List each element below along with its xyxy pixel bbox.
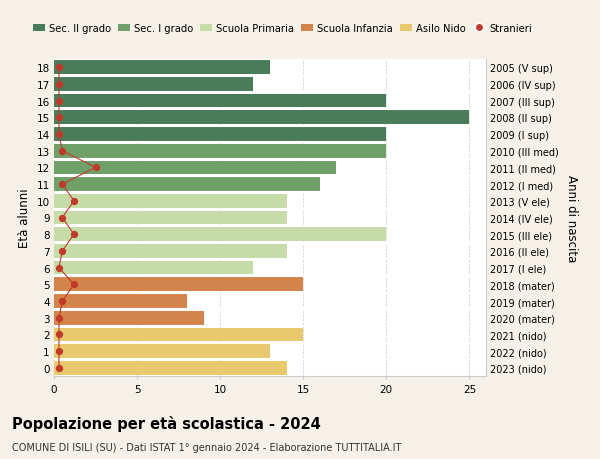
Point xyxy=(54,331,64,338)
Bar xyxy=(54,178,320,191)
Point xyxy=(69,281,79,288)
Point xyxy=(58,181,67,188)
Y-axis label: Anni di nascita: Anni di nascita xyxy=(565,174,578,262)
Legend: Sec. II grado, Sec. I grado, Scuola Primaria, Scuola Infanzia, Asilo Nido, Stran: Sec. II grado, Sec. I grado, Scuola Prim… xyxy=(33,23,532,34)
Point xyxy=(54,364,64,372)
Point xyxy=(54,64,64,72)
Bar xyxy=(54,128,386,141)
Bar xyxy=(54,61,270,75)
Point xyxy=(54,131,64,138)
Bar xyxy=(54,195,287,208)
Bar xyxy=(54,95,386,108)
Point xyxy=(54,98,64,105)
Bar xyxy=(54,361,287,375)
Point xyxy=(69,198,79,205)
Bar xyxy=(54,311,203,325)
Point xyxy=(54,348,64,355)
Text: COMUNE DI ISILI (SU) - Dati ISTAT 1° gennaio 2024 - Elaborazione TUTTITALIA.IT: COMUNE DI ISILI (SU) - Dati ISTAT 1° gen… xyxy=(12,442,401,452)
Point xyxy=(58,248,67,255)
Point xyxy=(58,298,67,305)
Point xyxy=(54,264,64,272)
Point xyxy=(58,148,67,155)
Y-axis label: Età alunni: Età alunni xyxy=(18,188,31,248)
Bar xyxy=(54,261,253,275)
Bar xyxy=(54,345,270,358)
Bar xyxy=(54,161,337,175)
Bar xyxy=(54,78,253,91)
Bar xyxy=(54,228,386,241)
Bar xyxy=(54,211,287,225)
Bar xyxy=(54,145,386,158)
Text: Popolazione per età scolastica - 2024: Popolazione per età scolastica - 2024 xyxy=(12,415,321,431)
Bar xyxy=(54,245,287,258)
Point xyxy=(91,164,100,172)
Point xyxy=(58,214,67,222)
Point xyxy=(54,114,64,122)
Point xyxy=(54,81,64,88)
Bar xyxy=(54,111,469,125)
Bar xyxy=(54,328,303,341)
Bar xyxy=(54,278,303,291)
Point xyxy=(69,231,79,238)
Bar xyxy=(54,295,187,308)
Point xyxy=(54,314,64,322)
